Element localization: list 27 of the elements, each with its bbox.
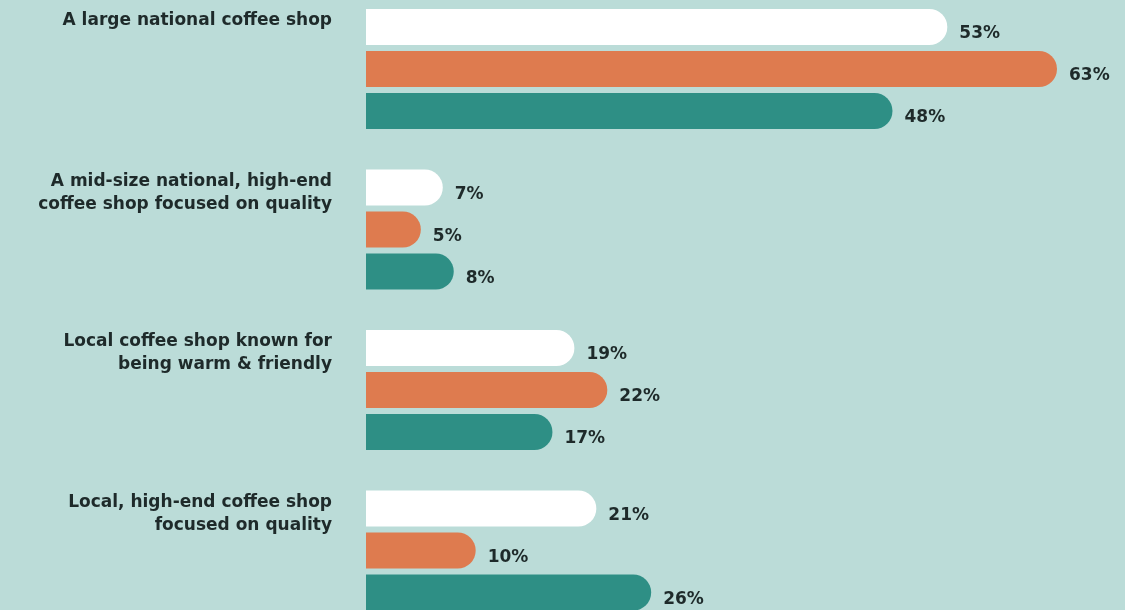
data-label: 17% [564, 427, 606, 447]
y-tick-label: Local, high-end coffee shop focused on quality [68, 490, 332, 534]
bar [366, 414, 553, 450]
data-label: 5% [432, 224, 462, 245]
data-label: 19% [586, 343, 628, 363]
bar [366, 330, 575, 366]
bar [366, 490, 597, 527]
bar [366, 532, 476, 569]
bar [366, 169, 443, 206]
y-tick-label: A large national coffee shop [62, 9, 332, 29]
y-tick-label: A mid-size national, high-end coffee shop focused on quality [38, 169, 332, 213]
data-label: 10% [487, 545, 529, 566]
bar [366, 9, 948, 45]
data-label: 8% [465, 266, 495, 287]
data-label: 26% [663, 587, 704, 608]
data-label: 48% [904, 106, 946, 126]
data-label: 7% [454, 182, 484, 203]
data-label: 22% [619, 385, 660, 405]
bar [366, 253, 454, 290]
bar [366, 93, 893, 129]
y-tick-label: Local coffee shop known for being warm & friendly [63, 330, 333, 373]
bar [366, 372, 608, 408]
bar [366, 574, 652, 610]
data-label: 53% [959, 22, 1001, 42]
data-label: 63% [1069, 64, 1110, 84]
bar [366, 51, 1057, 87]
data-label: 21% [608, 503, 650, 524]
